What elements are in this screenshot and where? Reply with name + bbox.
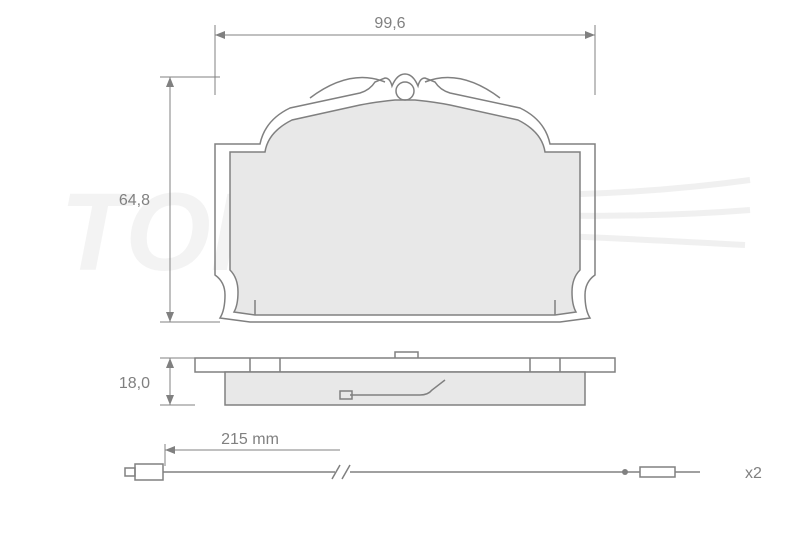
width-value: 99,6 (374, 15, 405, 32)
brake-pad-front-view (215, 74, 595, 322)
technical-drawing: TOMEX brakes 99,6 64,8 (0, 0, 800, 534)
brake-pad-side-view (195, 352, 615, 405)
dimension-width: 99,6 (215, 15, 595, 95)
cable-quantity: x2 (745, 465, 762, 482)
wear-sensor-cable: 215 mm x2 (125, 431, 762, 482)
cable-length-value: 215 mm (221, 431, 279, 448)
dimension-thickness: 18,0 (119, 358, 195, 405)
height-value: 64,8 (119, 192, 150, 209)
thickness-value: 18,0 (119, 375, 150, 392)
